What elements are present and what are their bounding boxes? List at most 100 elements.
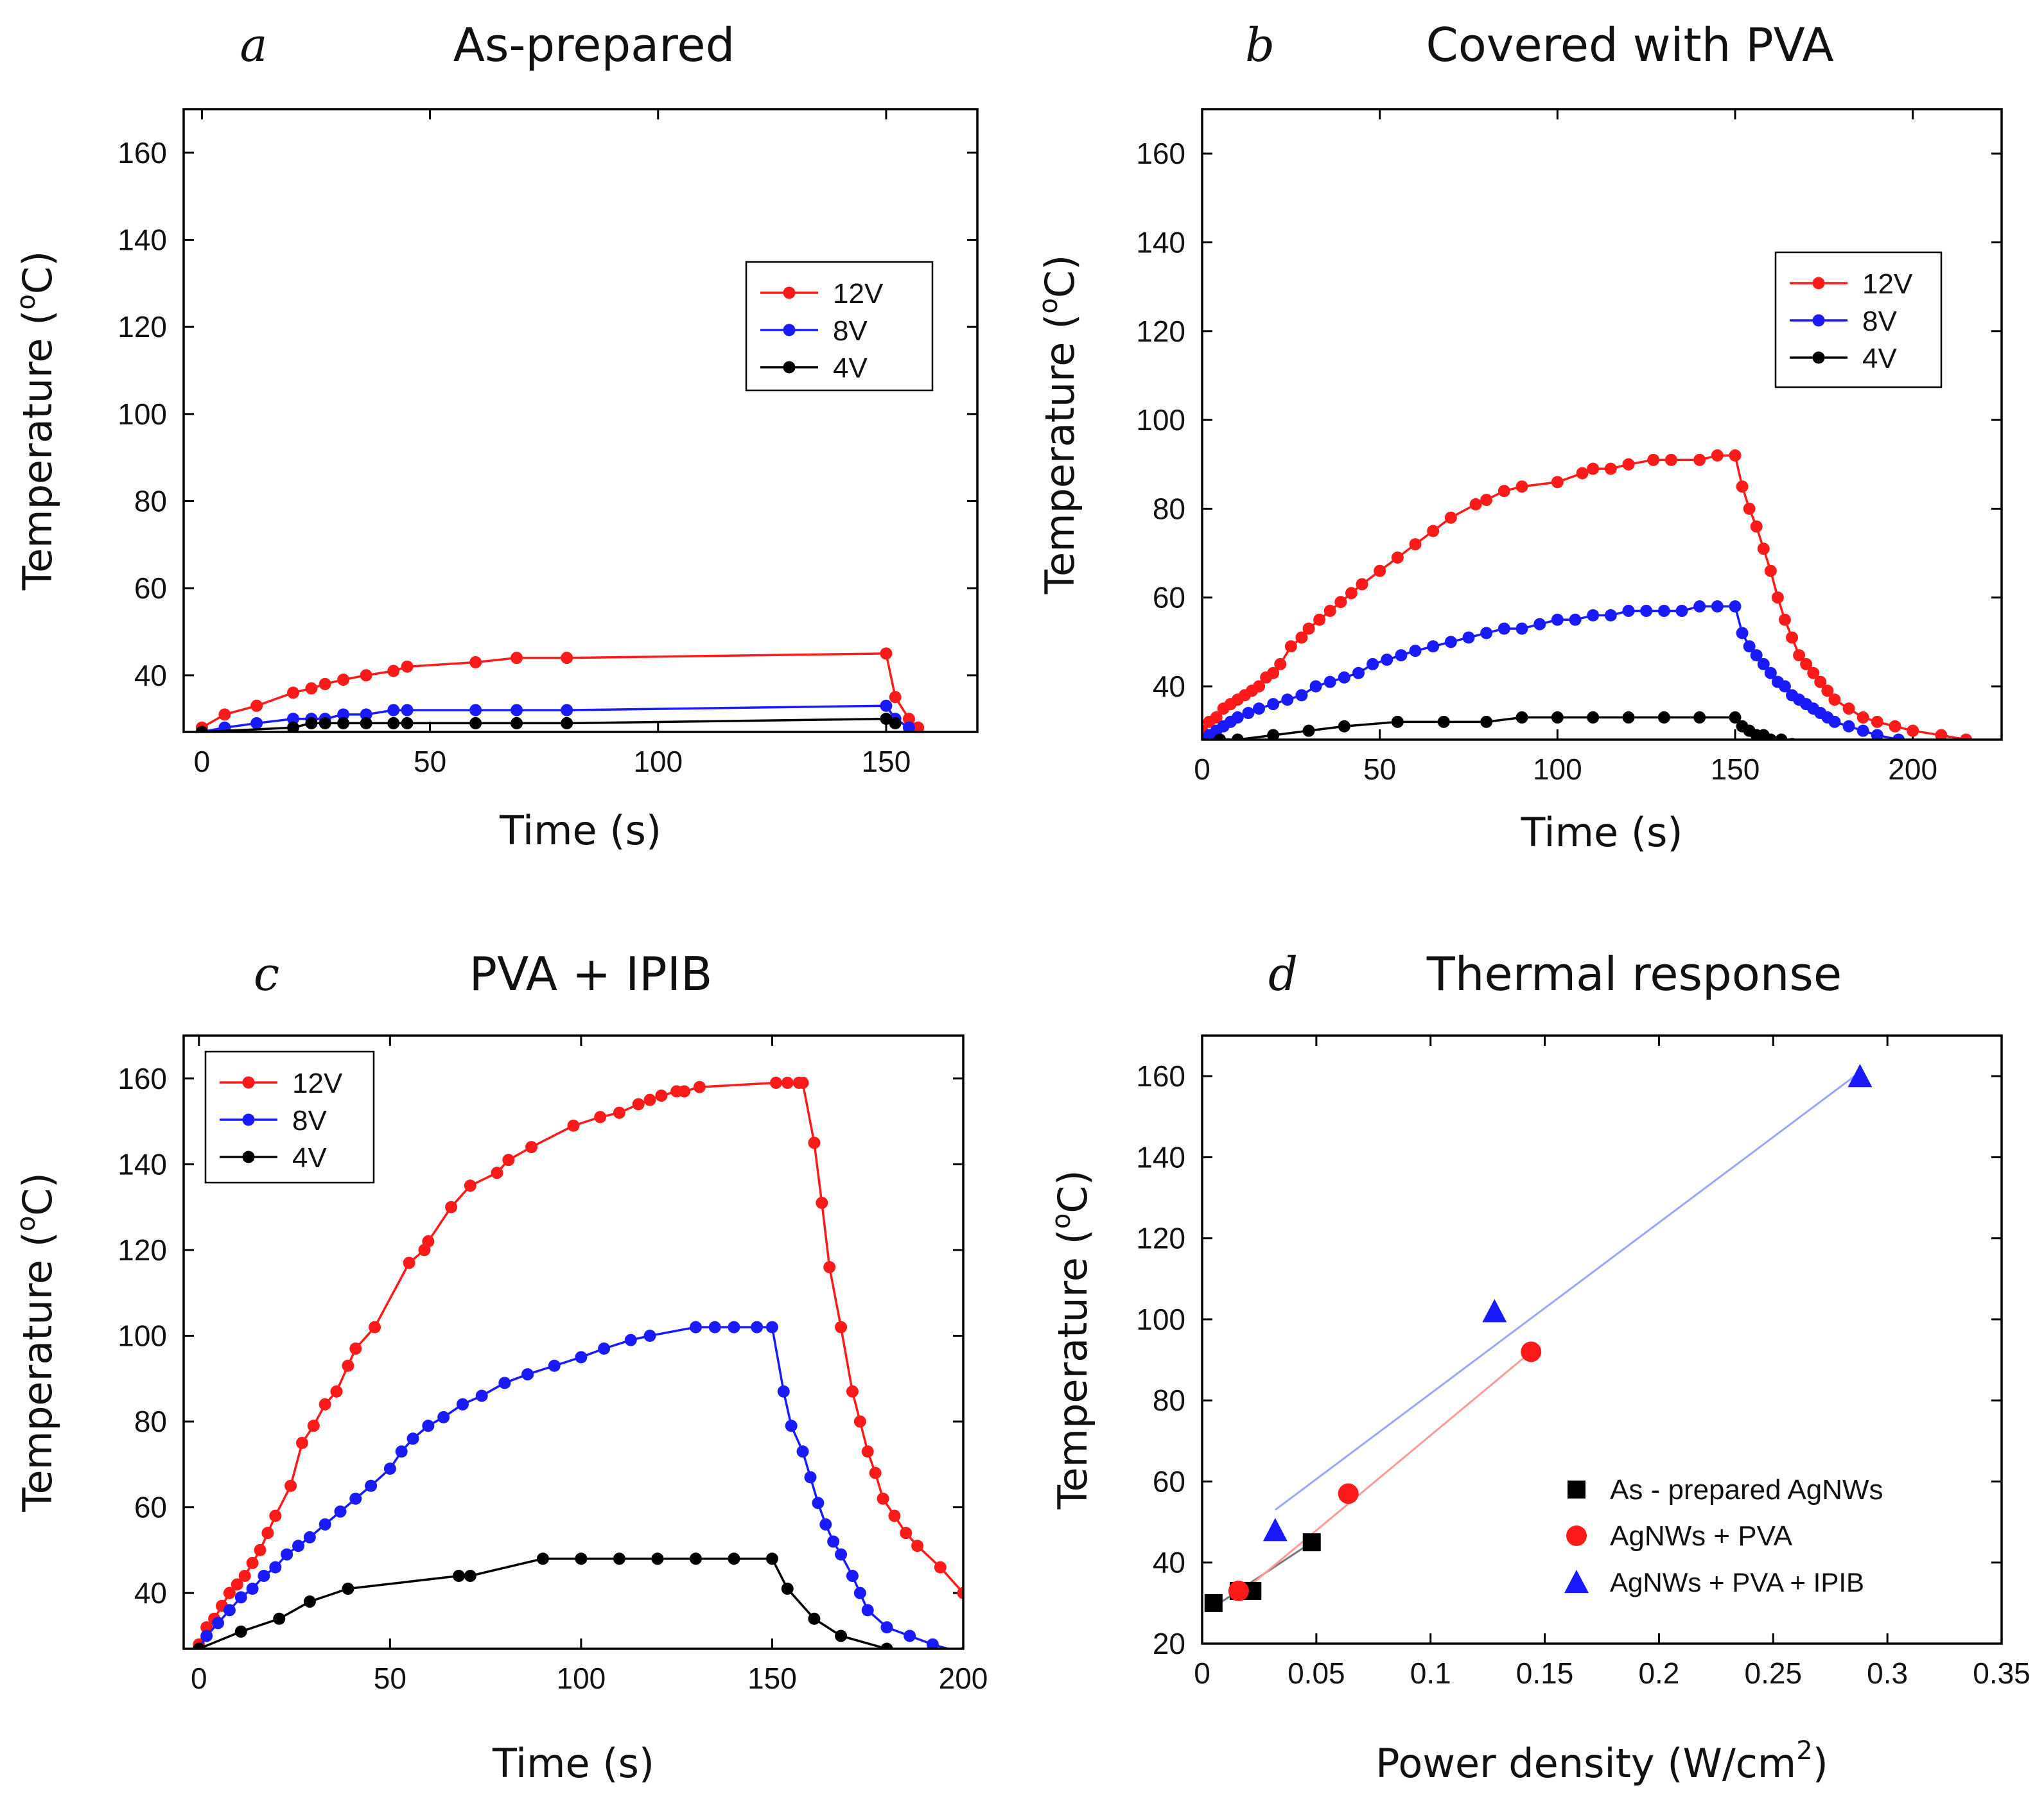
- data-point-8V: [777, 1385, 790, 1398]
- y-tick-label: 80: [1153, 492, 1185, 525]
- x-tick-label: 100: [1533, 752, 1582, 786]
- data-point-12V: [1284, 640, 1297, 653]
- data-point-12V: [1764, 564, 1777, 577]
- data-point-12V: [678, 1085, 691, 1098]
- x-tick-label: 0: [1194, 1656, 1210, 1690]
- data-point-12V: [1334, 596, 1347, 609]
- data-point-8V: [1657, 604, 1670, 617]
- data-point-4V: [1267, 729, 1280, 740]
- data-point-4V: [1231, 733, 1244, 740]
- y-axis-label-unit: C): [14, 1172, 61, 1215]
- data-point-8V: [456, 1398, 469, 1411]
- data-point-12V: [1469, 498, 1482, 510]
- data-point-12V: [816, 1196, 828, 1209]
- legend-marker: [1812, 277, 1825, 290]
- data-point-8V: [1757, 657, 1770, 670]
- data-point-12V: [1800, 657, 1813, 670]
- panel-b: b Covered with PVA 0 50 100 150 200 40 60 80 100 12…: [1034, 18, 2003, 856]
- legend-marker-circle: [1566, 1525, 1587, 1546]
- data-point-4V: [561, 717, 573, 729]
- data-point-12V: [655, 1089, 668, 1102]
- data-point-8V: [1462, 631, 1475, 644]
- data-point-8V: [511, 704, 523, 717]
- y-tick-label: 140: [118, 1147, 167, 1181]
- data-point-8V: [1750, 649, 1763, 662]
- data-point-4V: [387, 717, 400, 729]
- data-point-12V: [643, 1093, 656, 1106]
- data-point-12V: [1935, 729, 1948, 740]
- x-tick-label: 0.3: [1867, 1656, 1908, 1690]
- data-point-8V: [926, 1638, 939, 1649]
- panel-title: Thermal response: [1426, 947, 1842, 1001]
- x-tick-label: 150: [747, 1662, 797, 1695]
- data-point-8V: [1427, 640, 1440, 653]
- data-point-12V: [1729, 449, 1742, 462]
- y-tick-label: 160: [1136, 1059, 1185, 1093]
- data-point-12V: [1480, 494, 1493, 507]
- panel-title: As-prepared: [453, 18, 735, 72]
- data-point-8V: [1444, 636, 1457, 648]
- data-point-8V: [1640, 604, 1653, 617]
- data-point-12V: [1604, 462, 1617, 475]
- data-point-8V: [1352, 666, 1365, 679]
- y-axis-label-text: Temperature (: [14, 310, 61, 591]
- data-point-12V: [369, 1321, 381, 1334]
- data-point-12V: [295, 1436, 308, 1449]
- data-point-12V: [307, 1420, 320, 1432]
- x-tick-label: 150: [862, 745, 911, 778]
- data-point-8V: [846, 1569, 859, 1582]
- data-point-12V: [1587, 462, 1600, 475]
- data-point-4V: [469, 717, 482, 729]
- legend-label: As - prepared AgNWs: [1610, 1474, 1883, 1506]
- data-point-8V: [1675, 604, 1688, 617]
- data-point-8V: [1295, 689, 1308, 702]
- data-point-12V: [1711, 449, 1724, 462]
- data-point-8V: [286, 713, 299, 726]
- data-point-8V: [1498, 622, 1510, 635]
- data-point-12V: [1786, 631, 1799, 644]
- data-point-8V: [292, 1540, 305, 1552]
- plot-area: [193, 1076, 963, 1649]
- data-point-12V: [261, 1527, 274, 1540]
- data-point-4V: [808, 1612, 821, 1625]
- y-tick-label: 120: [118, 310, 167, 343]
- data-point-12V: [330, 1385, 343, 1398]
- data-point-12V: [693, 1081, 706, 1093]
- y-tick-label: 60: [1153, 581, 1185, 614]
- data-point-12V: [594, 1111, 607, 1124]
- x-tick-label: 0.2: [1638, 1656, 1679, 1690]
- data-point-4V: [1587, 711, 1600, 724]
- panel-title: Covered with PVA: [1426, 18, 1833, 72]
- data-point-12V: [1210, 711, 1223, 724]
- x-tick-label: 100: [633, 745, 683, 778]
- data-point-12V: [401, 660, 414, 673]
- data-point-8V: [1736, 627, 1749, 639]
- data-point-12V: [342, 1359, 354, 1372]
- y-axis-label: Temperature (oC): [12, 251, 61, 591]
- data-point-8V: [689, 1321, 702, 1334]
- legend-marker: [783, 324, 796, 336]
- data-point-12V: [1323, 604, 1336, 617]
- data-point-12V: [1771, 591, 1784, 604]
- x-tick-label: 0.25: [1745, 1656, 1803, 1690]
- data-point-12V: [957, 1586, 963, 1599]
- data-point-4V: [305, 717, 318, 729]
- data-point-8V: [548, 1359, 561, 1372]
- y-tick-label: 60: [134, 571, 167, 605]
- plot-frame: [1201, 108, 2003, 741]
- data-point-8V: [303, 1531, 316, 1543]
- data-point-8V: [360, 708, 372, 721]
- data-point-12V: [1356, 578, 1368, 591]
- data-point-8V: [334, 1505, 347, 1518]
- data-point-8V: [796, 1445, 809, 1458]
- panel-letter: a: [240, 18, 268, 72]
- legend-marker-square: [1568, 1481, 1585, 1499]
- data-point-12V: [769, 1076, 782, 1089]
- data-point-12V: [491, 1167, 503, 1179]
- x-tick-label: 0: [1194, 752, 1210, 786]
- data-point-4V: [651, 1552, 664, 1565]
- data-point-12V: [911, 1540, 924, 1552]
- data-point-4V: [401, 717, 414, 729]
- data-point-8V: [1842, 720, 1855, 733]
